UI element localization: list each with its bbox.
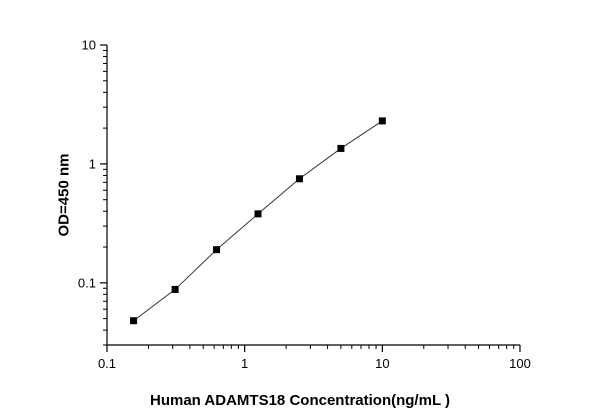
data-point-marker <box>337 144 345 152</box>
data-point-marker <box>130 317 138 325</box>
data-point-marker <box>378 117 386 125</box>
data-point-marker <box>213 246 221 254</box>
y-axis-title: OD=450 nm <box>55 153 73 237</box>
x-tick-label: 1 <box>241 356 248 371</box>
x-tick-label: 10 <box>375 356 389 371</box>
data-point-marker <box>171 285 179 293</box>
data-point-marker <box>295 175 303 183</box>
x-tick-label: 0.1 <box>98 356 116 371</box>
x-axis-title: Human ADAMTS18 Concentration(ng/mL ) <box>149 392 450 409</box>
y-tick-label: 0.1 <box>78 275 96 290</box>
y-tick-label: 1 <box>89 156 96 171</box>
y-tick-label: 10 <box>82 38 96 53</box>
x-tick-label: 100 <box>509 356 531 371</box>
series-line <box>133 120 383 322</box>
data-point-marker <box>254 210 262 218</box>
